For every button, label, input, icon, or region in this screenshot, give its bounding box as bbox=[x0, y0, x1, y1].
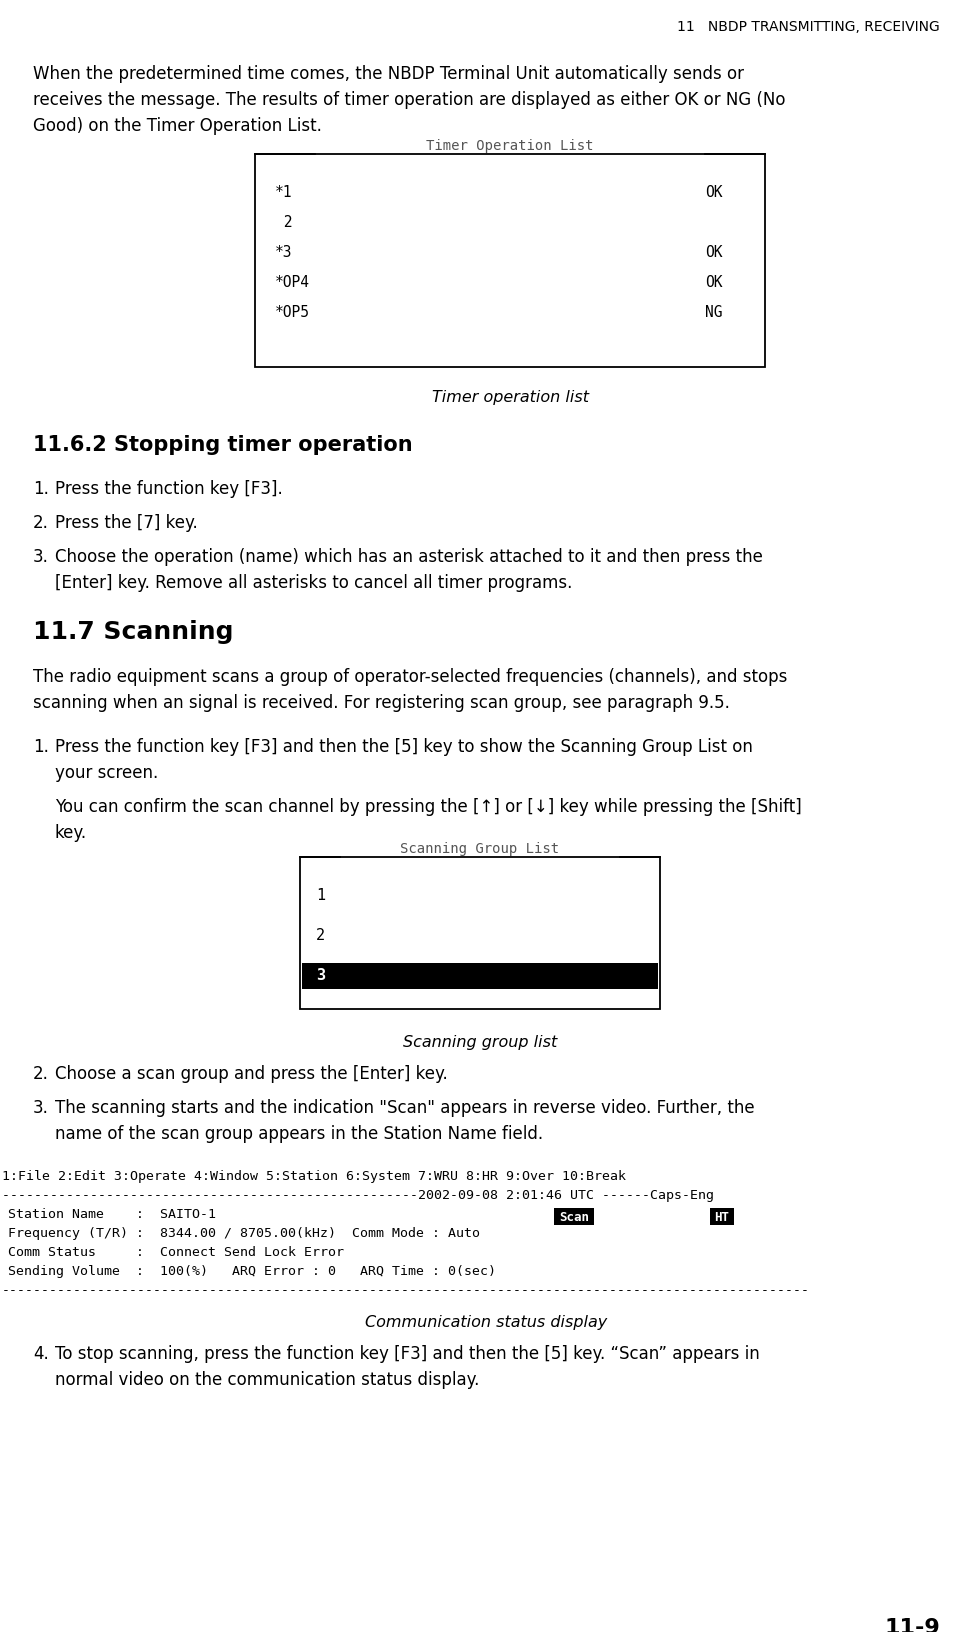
Text: 3.: 3. bbox=[33, 548, 49, 566]
Text: 3.: 3. bbox=[33, 1098, 49, 1116]
Text: Timer Operation List: Timer Operation List bbox=[426, 139, 594, 153]
Text: name of the scan group appears in the Station Name field.: name of the scan group appears in the St… bbox=[55, 1124, 543, 1142]
Text: 1.: 1. bbox=[33, 480, 49, 498]
Text: 11-9: 11-9 bbox=[884, 1617, 940, 1632]
Text: Scanning Group List: Scanning Group List bbox=[401, 842, 559, 855]
Text: *OP4: *OP4 bbox=[275, 274, 310, 290]
Text: OK: OK bbox=[705, 245, 723, 259]
Text: To stop scanning, press the function key [F3] and then the [5] key. “Scan” appea: To stop scanning, press the function key… bbox=[55, 1345, 760, 1363]
Text: OK: OK bbox=[705, 184, 723, 199]
Text: OK: OK bbox=[705, 274, 723, 290]
Text: *OP5: *OP5 bbox=[275, 305, 310, 320]
Text: Good) on the Timer Operation List.: Good) on the Timer Operation List. bbox=[33, 118, 322, 135]
Text: Choose the operation (name) which has an asterisk attached to it and then press : Choose the operation (name) which has an… bbox=[55, 548, 763, 566]
Text: Scan: Scan bbox=[559, 1211, 589, 1224]
Text: --------------------------------------------------------------------------------: ----------------------------------------… bbox=[2, 1283, 810, 1296]
Text: 11.6.2 Stopping timer operation: 11.6.2 Stopping timer operation bbox=[33, 434, 413, 455]
Bar bbox=[302, 963, 658, 989]
Text: receives the message. The results of timer operation are displayed as either OK : receives the message. The results of tim… bbox=[33, 91, 785, 109]
Text: 2: 2 bbox=[316, 927, 325, 942]
Text: 1: 1 bbox=[316, 888, 325, 902]
Text: Timer operation list: Timer operation list bbox=[431, 390, 589, 405]
Text: scanning when an signal is received. For registering scan group, see paragraph 9: scanning when an signal is received. For… bbox=[33, 694, 730, 712]
Text: *3: *3 bbox=[275, 245, 293, 259]
Bar bbox=[710, 1208, 734, 1226]
Text: Scanning group list: Scanning group list bbox=[403, 1035, 558, 1049]
Text: NG: NG bbox=[705, 305, 723, 320]
Text: 2.: 2. bbox=[33, 514, 49, 532]
Text: Press the function key [F3].: Press the function key [F3]. bbox=[55, 480, 283, 498]
Text: Station Name    :  SAITO-1: Station Name : SAITO-1 bbox=[8, 1208, 368, 1221]
Text: 2.: 2. bbox=[33, 1064, 49, 1082]
Text: 1.: 1. bbox=[33, 738, 49, 756]
Text: 4.: 4. bbox=[33, 1345, 49, 1363]
Text: Press the [7] key.: Press the [7] key. bbox=[55, 514, 198, 532]
Text: *1: *1 bbox=[275, 184, 293, 199]
Text: When the predetermined time comes, the NBDP Terminal Unit automatically sends or: When the predetermined time comes, the N… bbox=[33, 65, 744, 83]
Text: ----------------------------------------------------2002-09-08 2:01:46 UTC -----: ----------------------------------------… bbox=[2, 1188, 714, 1201]
Text: 1:File 2:Edit 3:Operate 4:Window 5:Station 6:System 7:WRU 8:HR 9:Over 10:Break: 1:File 2:Edit 3:Operate 4:Window 5:Stati… bbox=[2, 1169, 626, 1182]
Text: 3: 3 bbox=[316, 968, 325, 982]
Text: Sending Volume  :  100(%)   ARQ Error : 0   ARQ Time : 0(sec): Sending Volume : 100(%) ARQ Error : 0 AR… bbox=[8, 1265, 496, 1278]
Bar bbox=[554, 1208, 594, 1226]
Text: 2: 2 bbox=[275, 215, 293, 230]
Text: [Enter] key. Remove all asterisks to cancel all timer programs.: [Enter] key. Remove all asterisks to can… bbox=[55, 574, 572, 592]
Text: Communication status display: Communication status display bbox=[365, 1314, 607, 1328]
Text: Comm Status     :  Connect Send Lock Error: Comm Status : Connect Send Lock Error bbox=[8, 1245, 344, 1258]
Bar bbox=[300, 857, 660, 1009]
Text: Frequency (T/R) :  8344.00 / 8705.00(kHz)  Comm Mode : Auto: Frequency (T/R) : 8344.00 / 8705.00(kHz)… bbox=[8, 1226, 480, 1239]
Text: Choose a scan group and press the [Enter] key.: Choose a scan group and press the [Enter… bbox=[55, 1064, 448, 1082]
Text: key.: key. bbox=[55, 824, 88, 842]
Text: your screen.: your screen. bbox=[55, 764, 159, 782]
Text: The radio equipment scans a group of operator-selected frequencies (channels), a: The radio equipment scans a group of ope… bbox=[33, 667, 787, 685]
Text: normal video on the communication status display.: normal video on the communication status… bbox=[55, 1371, 480, 1389]
Text: Press the function key [F3] and then the [5] key to show the Scanning Group List: Press the function key [F3] and then the… bbox=[55, 738, 753, 756]
Text: The scanning starts and the indication "Scan" appears in reverse video. Further,: The scanning starts and the indication "… bbox=[55, 1098, 755, 1116]
Text: You can confirm the scan channel by pressing the [↑] or [↓] key while pressing t: You can confirm the scan channel by pres… bbox=[55, 798, 802, 816]
Text: 11.7 Scanning: 11.7 Scanning bbox=[33, 620, 234, 643]
Bar bbox=[255, 155, 765, 367]
Text: HT: HT bbox=[714, 1211, 730, 1224]
Text: 11   NBDP TRANSMITTING, RECEIVING: 11 NBDP TRANSMITTING, RECEIVING bbox=[677, 20, 940, 34]
